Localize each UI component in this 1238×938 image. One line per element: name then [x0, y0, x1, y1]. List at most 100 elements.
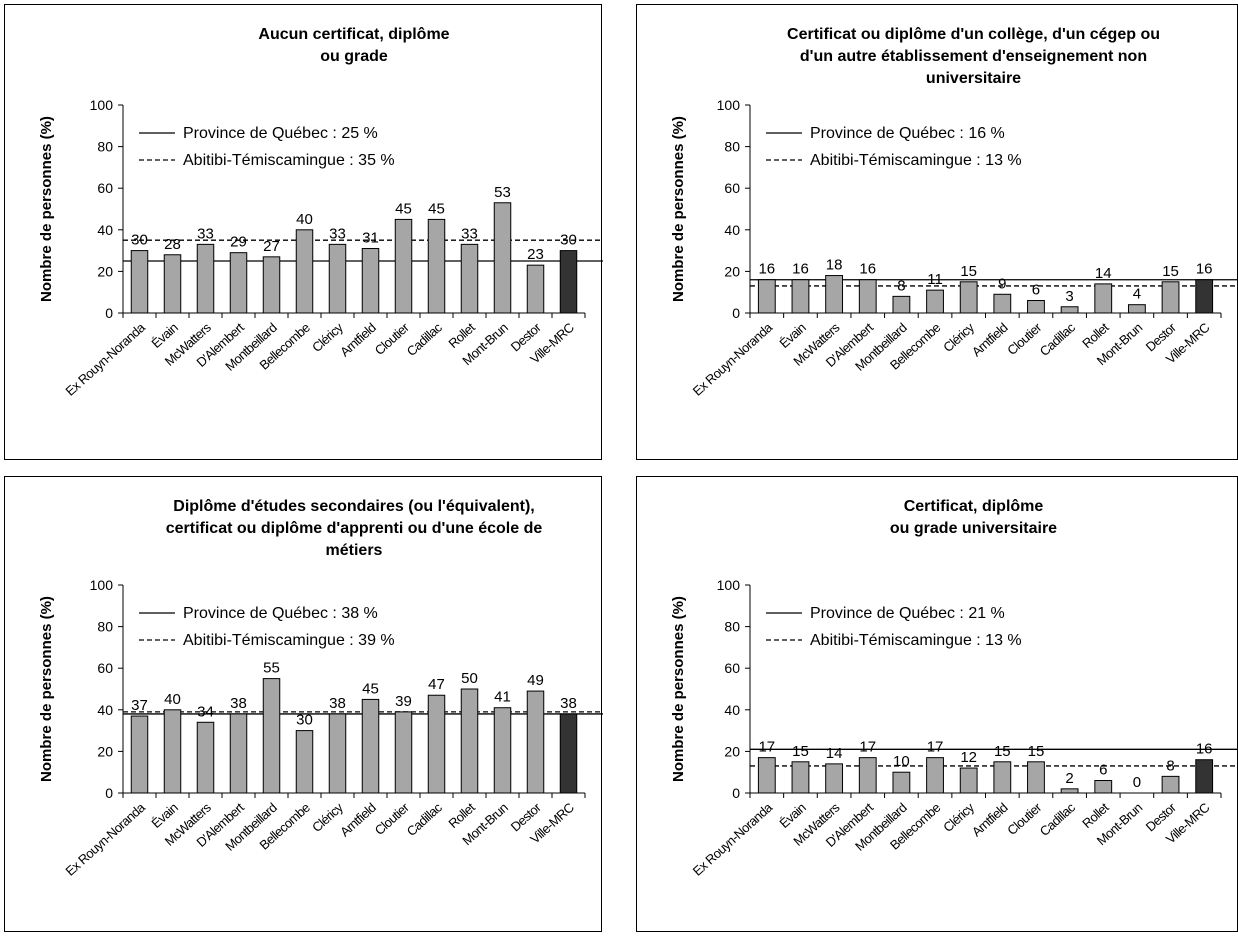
y-tick-label: 60 — [724, 660, 740, 676]
bar — [858, 279, 877, 314]
y-tick-label: 80 — [724, 139, 740, 155]
bar — [427, 694, 446, 794]
bar-value-label: 30 — [560, 232, 577, 249]
bar — [1060, 306, 1079, 314]
legend-entry: Abitibi-Témiscamingue : 35 % — [183, 152, 395, 169]
bar-value-label: 41 — [494, 689, 511, 706]
chart-title-line: Diplôme d'études secondaires (ou l'équiv… — [173, 498, 534, 515]
chart-title-line: Aucun certificat, diplôme — [258, 26, 449, 43]
y-axis-label: Nombre de personnes (%) — [38, 116, 55, 302]
bar — [130, 250, 149, 314]
bar — [1161, 281, 1180, 314]
bar — [757, 757, 776, 794]
bar-value-label: 2 — [1065, 770, 1073, 787]
bar — [163, 709, 182, 794]
bar — [1161, 775, 1180, 794]
bar-value-label: 16 — [792, 261, 809, 278]
category-label: Ex Rouyn-Noranda — [62, 319, 148, 399]
bar — [163, 254, 182, 314]
y-tick-label: 60 — [97, 660, 113, 676]
bar — [559, 713, 578, 794]
chart-panel-2: Certificat ou diplôme d'un collège, d'un… — [636, 4, 1238, 460]
category-label: Cadillac — [404, 319, 446, 359]
legend-entry: Abitibi-Témiscamingue : 39 % — [183, 632, 395, 649]
category-label: Ex Rouyn-Noranda — [690, 319, 776, 399]
bar-value-label: 15 — [1162, 263, 1179, 280]
category-label: Arntfield — [969, 320, 1011, 360]
chart-svg-4: Certificat, diplôme ou grade universitair… — [670, 498, 1238, 879]
y-axis-label: Nombre de personnes (%) — [670, 116, 687, 302]
y-tick-label: 40 — [724, 222, 740, 238]
bar — [959, 767, 978, 794]
bar-value-label: 33 — [461, 225, 478, 242]
legend-entry: Abitibi-Témiscamingue : 13 % — [810, 152, 1022, 169]
chart-title-line: Certificat ou diplôme d'un collège, d'un… — [787, 26, 1160, 43]
bar-value-label: 16 — [758, 261, 775, 278]
bar — [394, 711, 413, 794]
bar-value-label: 15 — [1028, 743, 1045, 760]
bar-value-label: 31 — [362, 230, 379, 247]
bar-value-label: 49 — [527, 672, 544, 689]
bar-value-label: 9 — [998, 275, 1006, 292]
legend-entry: Province de Québec : 38 % — [183, 605, 378, 622]
bar-value-label: 33 — [197, 225, 214, 242]
bar — [926, 289, 944, 314]
bar — [1027, 761, 1045, 794]
y-tick-label: 40 — [97, 222, 113, 238]
bar-value-label: 33 — [329, 225, 346, 242]
bar — [791, 279, 810, 314]
chart-title-line: Certificat, diplôme — [904, 498, 1044, 515]
bar-value-label: 16 — [1196, 741, 1213, 758]
bar — [892, 771, 911, 794]
chart-svg-1: Aucun certificat, diplôme ou grade Nombre … — [38, 26, 603, 399]
category-label: Cadillac — [404, 799, 446, 839]
bar — [825, 763, 844, 794]
bar-value-label: 38 — [230, 695, 247, 712]
bar — [394, 218, 413, 314]
bar — [526, 690, 545, 794]
bar — [295, 229, 314, 314]
category-label: Arntfield — [337, 320, 379, 360]
chart-svg-2: Certificat ou diplôme d'un collège, d'un… — [670, 26, 1238, 399]
bar — [328, 243, 347, 314]
category-label: Arntfield — [337, 800, 379, 840]
chart-title-line: d'un autre établissement d'enseignement … — [800, 48, 1147, 65]
bar-value-label: 30 — [296, 712, 313, 729]
chart-title-line: certificat ou diplôme d'apprenti ou d'un… — [166, 520, 543, 537]
y-tick-label: 100 — [90, 577, 114, 593]
bar-value-label: 6 — [1099, 762, 1107, 779]
category-label: Ex Rouyn-Noranda — [62, 799, 148, 879]
bar-value-label: 40 — [296, 211, 313, 228]
y-tick-label: 20 — [724, 263, 740, 279]
bar-value-label: 30 — [131, 232, 148, 249]
bar-value-label: 18 — [826, 257, 843, 274]
bar-value-label: 16 — [859, 261, 876, 278]
legend-entry: Province de Québec : 16 % — [810, 125, 1005, 142]
bar — [1195, 759, 1214, 794]
y-tick-label: 80 — [97, 139, 113, 155]
y-tick-label: 100 — [717, 577, 741, 593]
bar-value-label: 15 — [994, 743, 1011, 760]
bar — [460, 243, 479, 314]
y-tick-label: 20 — [724, 743, 740, 759]
y-tick-label: 40 — [724, 702, 740, 718]
bar — [993, 293, 1012, 314]
chart-title-line: universitaire — [926, 70, 1021, 87]
y-tick-label: 60 — [97, 180, 113, 196]
bar-value-label: 15 — [792, 743, 809, 760]
chart-svg-3: Diplôme d'études secondaires (ou l'équiv… — [38, 498, 603, 879]
y-tick-label: 100 — [90, 97, 114, 113]
y-tick-label: 0 — [105, 305, 113, 321]
bar-value-label: 34 — [197, 703, 214, 720]
y-tick-label: 40 — [97, 702, 113, 718]
bar — [892, 295, 911, 314]
bar — [757, 279, 776, 314]
y-axis-label: Nombre de personnes (%) — [670, 596, 687, 782]
bar — [196, 243, 215, 314]
chart-panel-4: Certificat, diplôme ou grade universitair… — [636, 476, 1238, 932]
bar — [926, 757, 944, 794]
chart-title-line: métiers — [326, 542, 383, 559]
bar — [1127, 304, 1146, 314]
bar-value-label: 11 — [927, 271, 943, 288]
bar-value-label: 53 — [494, 184, 511, 201]
